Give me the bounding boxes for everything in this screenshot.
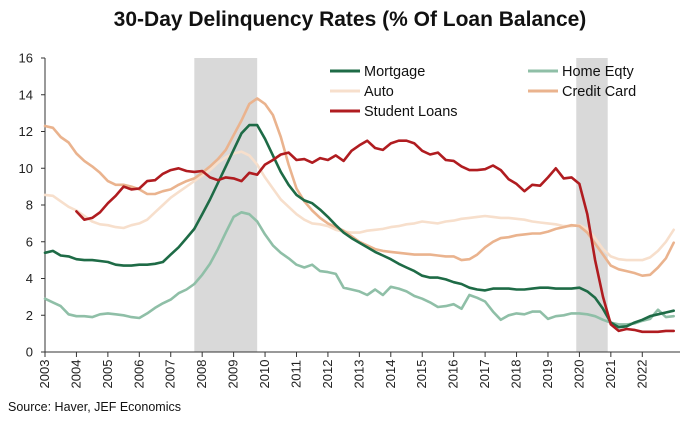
chart-title: 30-Day Delinquency Rates (% Of Loan Bala… [113,8,587,31]
legend-label-student-loans: Student Loans [364,104,458,120]
x-tick-label: 2005 [100,360,115,389]
legend-label-auto: Auto [364,84,394,100]
series-line-student-loans [75,139,675,334]
y-tick-label: 0 [26,345,33,360]
recession-band [576,58,608,352]
y-tick-label: 6 [26,234,33,249]
x-tick-label: 2009 [226,360,241,389]
x-tick-label: 2013 [351,360,366,389]
x-tick-label: 2017 [477,360,492,389]
y-tick-label: 4 [26,271,33,286]
x-tick-label: 2015 [414,360,429,389]
x-tick-label: 2021 [603,360,618,389]
x-tick-label: 2008 [194,360,209,389]
x-tick-label: 2010 [257,360,272,389]
x-tick-label: 2020 [571,360,586,389]
y-tick-label: 10 [19,161,33,176]
y-tick-label: 16 [19,51,33,66]
legend-label-home-eqty: Home Eqty [562,64,634,80]
x-tick-label: 2022 [634,360,649,389]
x-tick-label: 2014 [383,360,398,389]
x-tick-label: 2016 [446,360,461,389]
x-tick-label: 2012 [320,360,335,389]
series-line-home-eqty [43,211,675,326]
legend-label-mortgage: Mortgage [364,64,425,80]
x-tick-label: 2007 [163,360,178,389]
y-tick-label: 8 [26,198,33,213]
legend-label-credit-card: Credit Card [562,84,636,100]
x-tick-label: 2003 [37,360,52,389]
source-note: Source: Haver, JEF Economics [8,400,181,414]
x-tick-label: 2018 [509,360,524,389]
x-tick-label: 2019 [540,360,555,389]
y-tick-label: 12 [19,124,33,139]
y-tick-label: 2 [26,308,33,323]
series-line-mortgage [43,123,675,329]
x-tick-label: 2004 [68,360,83,389]
recession-band [194,58,258,352]
y-tick-label: 14 [19,87,33,102]
x-tick-label: 2011 [288,360,303,388]
x-tick-label: 2006 [131,360,146,389]
